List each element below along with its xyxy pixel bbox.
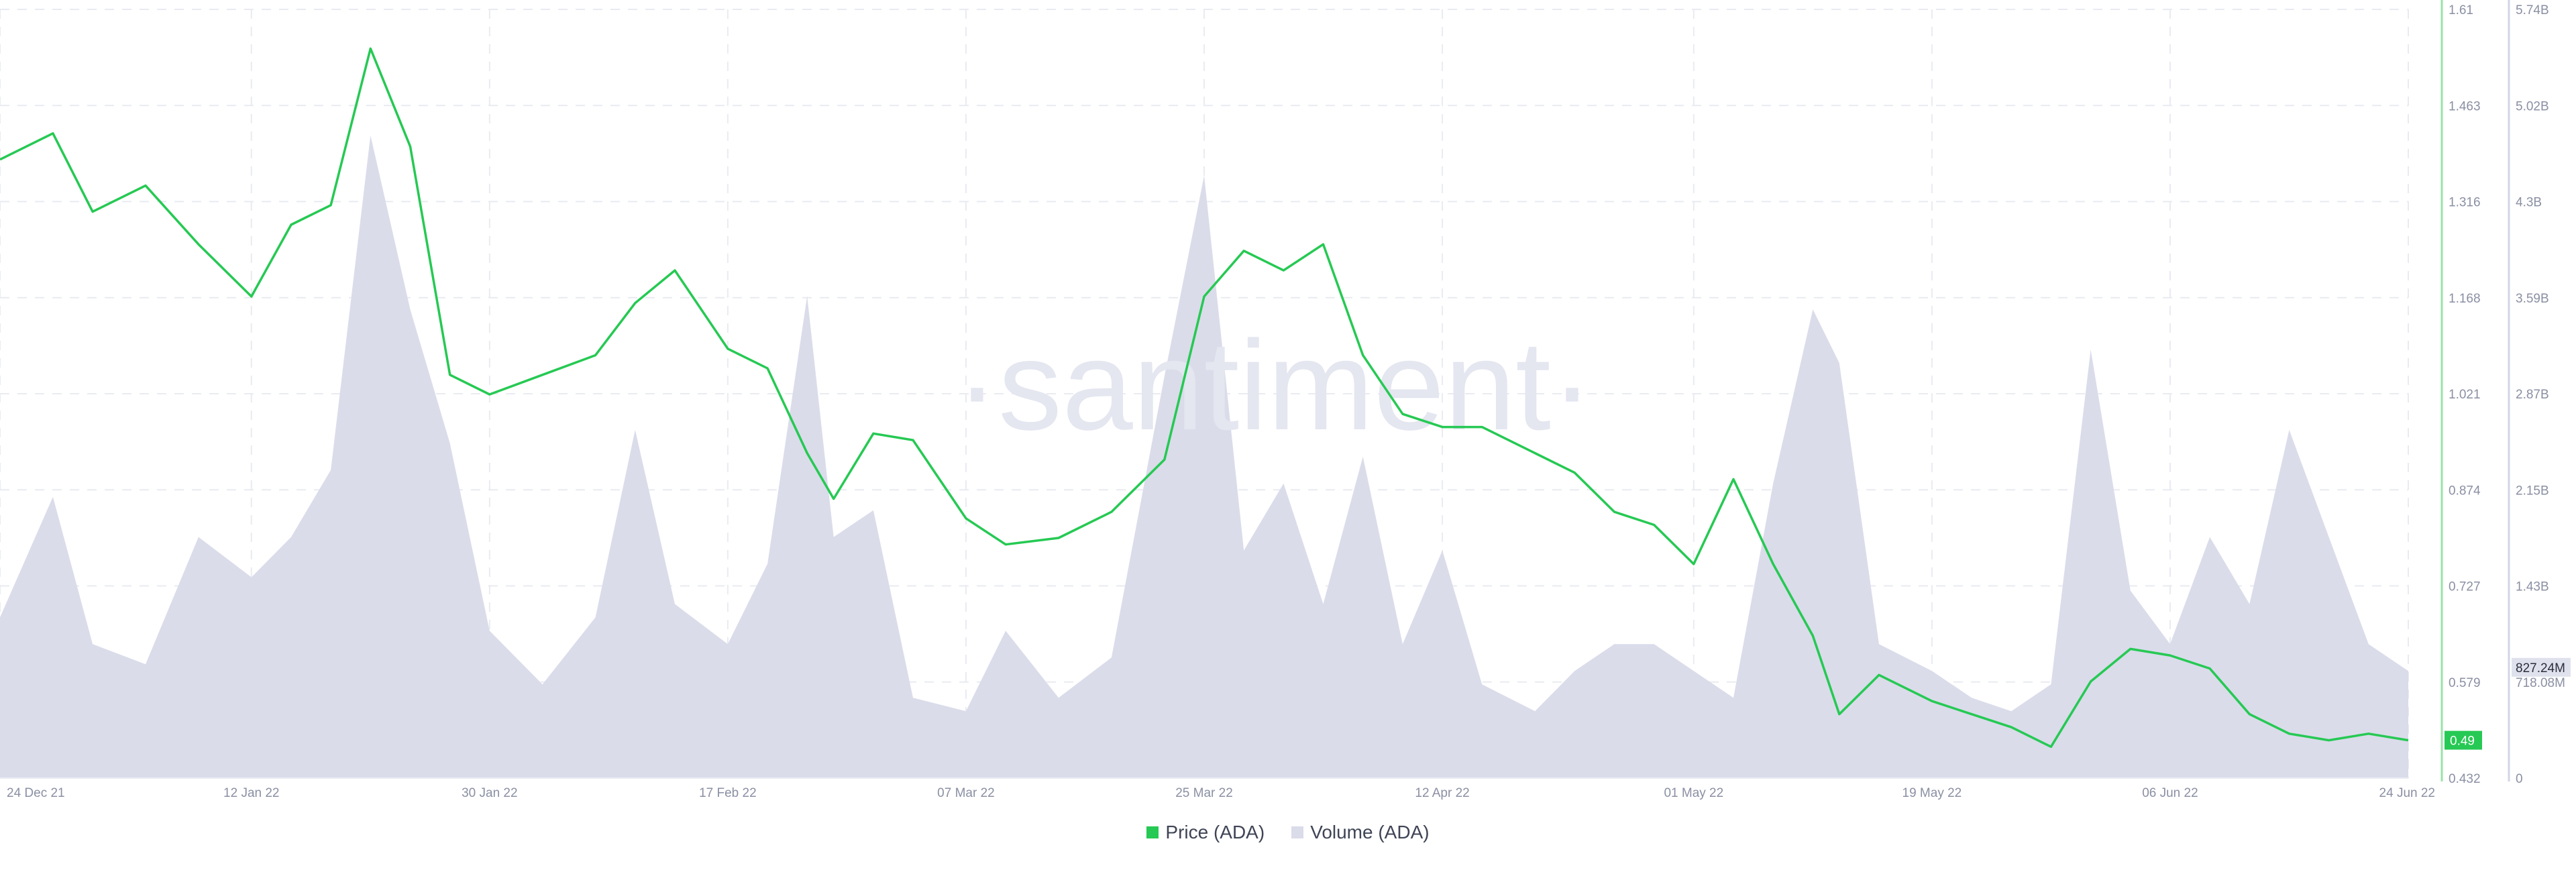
santiment-watermark: ·santiment· <box>956 315 1593 457</box>
x-tick-label: 30 Jan 22 <box>462 786 517 800</box>
x-tick-label: 01 May 22 <box>1664 786 1723 800</box>
labels-layer: 1.61 1.463 1.316 1.168 1.021 0.874 0.727 0.579 0… <box>7 3 2571 800</box>
legend-swatch-price <box>1146 826 1159 838</box>
volume-tick-label: 1.43B <box>2516 580 2549 594</box>
x-tick-label: 06 Jun 22 <box>2142 786 2198 800</box>
price-tick-label: 1.61 <box>2449 3 2473 17</box>
volume-tick-label: 2.87B <box>2516 388 2549 402</box>
price-tick-label: 0.432 <box>2449 772 2481 786</box>
price-tick-label: 1.316 <box>2449 196 2481 210</box>
legend-label-price: Price (ADA) <box>1165 822 1265 842</box>
legend-swatch-volume <box>1291 826 1304 838</box>
volume-tick-label: 718.08M <box>2516 676 2565 690</box>
x-tick-label: 17 Feb 22 <box>699 786 757 800</box>
volume-tick-label: 5.02B <box>2516 99 2549 113</box>
x-tick-label: 25 Mar 22 <box>1175 786 1233 800</box>
volume-tick-label: 0 <box>2516 772 2523 786</box>
volume-tick-label: 5.74B <box>2516 3 2549 17</box>
volume-tick-label: 3.59B <box>2516 292 2549 306</box>
chart-legend: Price (ADA) Volume (ADA) <box>0 822 2576 843</box>
x-tick-label: 19 May 22 <box>1902 786 1962 800</box>
x-tick-label: 24 Jun 22 <box>2379 786 2435 800</box>
x-tick-label: 24 Dec 21 <box>7 786 65 800</box>
volume-layer <box>0 135 2408 778</box>
last-volume-label: 827.24M <box>2516 661 2565 675</box>
last-price-badge <box>2445 730 2482 750</box>
price-layer <box>0 47 2409 749</box>
price-tick-label: 1.021 <box>2449 388 2481 402</box>
volume-tick-label: 4.3B <box>2516 196 2542 210</box>
last-volume-badge <box>2512 657 2571 677</box>
x-tick-label: 12 Jan 22 <box>223 786 279 800</box>
price-tick-label: 0.727 <box>2449 580 2481 594</box>
volume-tick-label: 2.15B <box>2516 484 2549 498</box>
price-tick-label: 0.874 <box>2449 484 2481 498</box>
legend-item-volume[interactable]: Volume (ADA) <box>1291 822 1430 843</box>
legend-label-volume: Volume (ADA) <box>1310 822 1430 842</box>
x-tick-label: 07 Mar 22 <box>937 786 995 800</box>
price-tick-label: 1.168 <box>2449 292 2481 306</box>
volume-area <box>0 135 2408 778</box>
price-line <box>0 47 2409 749</box>
x-tick-label: 12 Apr 22 <box>1415 786 1469 800</box>
last-price-label: 0.49 <box>2450 734 2475 749</box>
price-tick-label: 0.579 <box>2449 676 2481 690</box>
legend-item-price[interactable]: Price (ADA) <box>1146 822 1265 843</box>
price-tick-label: 1.463 <box>2449 99 2481 113</box>
axes-layer <box>0 0 2510 781</box>
